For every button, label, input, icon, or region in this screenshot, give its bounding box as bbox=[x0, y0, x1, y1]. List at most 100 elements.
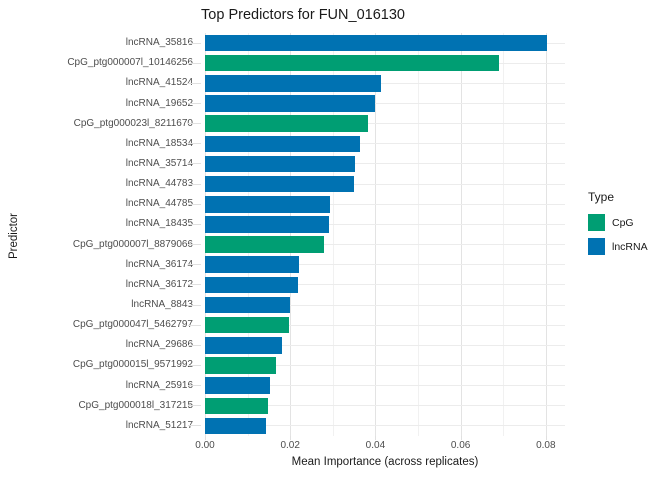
y-tick bbox=[188, 82, 201, 84]
gridline-horizontal bbox=[205, 223, 565, 225]
gridline-horizontal bbox=[205, 183, 565, 185]
bar bbox=[205, 216, 329, 233]
y-tick bbox=[188, 284, 201, 286]
x-tick bbox=[460, 436, 462, 440]
y-tick-label: lncRNA_18534 bbox=[125, 137, 193, 149]
legend-item: lncRNA bbox=[588, 238, 672, 255]
y-tick-label: lncRNA_41524 bbox=[125, 77, 193, 89]
y-tick bbox=[188, 163, 201, 165]
bar bbox=[205, 296, 290, 314]
y-tick bbox=[188, 62, 201, 64]
bar bbox=[205, 75, 381, 92]
y-tick-label: lncRNA_8843 bbox=[131, 299, 193, 311]
x-tick bbox=[375, 436, 377, 440]
y-tick-label: CpG_ptg000015l_9571992 bbox=[72, 359, 193, 371]
x-axis-labels: 0.00 0.02 0.04 0.06 0.08 bbox=[195, 440, 565, 453]
legend-label: CpG bbox=[612, 216, 634, 229]
gridline-major bbox=[545, 33, 547, 436]
x-tick-label: 0.08 bbox=[536, 440, 556, 451]
legend-swatch bbox=[588, 238, 605, 255]
y-tick bbox=[188, 385, 201, 387]
gridline-horizontal bbox=[205, 103, 565, 105]
y-tick-label: CpG_ptg000018l_317215 bbox=[78, 399, 193, 411]
y-tick-label: CpG_ptg000047l_5462797 bbox=[72, 319, 193, 331]
gridline-horizontal bbox=[205, 304, 565, 306]
legend-item: CpG bbox=[588, 214, 672, 231]
y-tick bbox=[188, 344, 201, 346]
gridline-minor bbox=[332, 33, 334, 436]
gridline-horizontal bbox=[205, 244, 565, 246]
y-tick-label: lncRNA_44783 bbox=[125, 178, 193, 190]
y-tick bbox=[188, 183, 201, 185]
x-tick-label: 0.00 bbox=[195, 440, 215, 451]
y-tick-label: CpG_ptg000007l_10146256 bbox=[67, 57, 193, 69]
gridline-horizontal bbox=[205, 82, 565, 84]
chart-title: Top Predictors for FUN_016130 bbox=[201, 7, 405, 23]
legend: Type CpG lncRNA bbox=[588, 190, 672, 262]
gridline-horizontal bbox=[205, 284, 565, 286]
y-tick-label: lncRNA_29686 bbox=[125, 339, 193, 351]
bar bbox=[205, 155, 355, 173]
y-tick-label: lncRNA_35714 bbox=[125, 157, 193, 169]
bar bbox=[205, 256, 299, 273]
gridline-major bbox=[375, 33, 377, 436]
y-tick-label: lncRNA_44785 bbox=[125, 198, 193, 210]
bar bbox=[205, 377, 270, 394]
gridline-major bbox=[290, 33, 292, 436]
bar bbox=[205, 115, 368, 132]
y-tick bbox=[188, 425, 201, 427]
y-tick-label: lncRNA_35816 bbox=[125, 37, 193, 49]
y-tick bbox=[188, 103, 201, 105]
x-tick bbox=[545, 436, 547, 440]
y-tick bbox=[188, 223, 201, 225]
gridline-horizontal bbox=[205, 344, 565, 346]
gridline-minor bbox=[418, 33, 420, 436]
gridline-horizontal bbox=[205, 264, 565, 266]
x-tick-label: 0.06 bbox=[450, 440, 471, 451]
y-tick bbox=[188, 203, 201, 205]
legend-swatch bbox=[588, 214, 605, 231]
y-tick-label: lncRNA_51217 bbox=[125, 419, 193, 431]
y-tick-label: CpG_ptg000023l_8211670 bbox=[73, 117, 193, 129]
gridline-horizontal bbox=[205, 123, 565, 125]
y-tick bbox=[188, 324, 201, 326]
bar bbox=[205, 34, 548, 52]
gridline-horizontal bbox=[205, 163, 565, 165]
y-tick bbox=[188, 143, 201, 145]
bar bbox=[205, 135, 361, 153]
y-tick-label: lncRNA_18435 bbox=[125, 218, 193, 230]
y-tick bbox=[188, 405, 201, 407]
y-tick bbox=[188, 264, 201, 266]
bar bbox=[205, 175, 355, 193]
gridline-major bbox=[460, 33, 462, 436]
gridline-minor bbox=[247, 33, 249, 436]
gridline-horizontal bbox=[205, 143, 565, 145]
gridline-major bbox=[205, 33, 206, 436]
bar bbox=[205, 54, 499, 72]
x-tick-label: 0.04 bbox=[365, 440, 386, 451]
x-tick-label: 0.02 bbox=[280, 440, 300, 451]
gridline-horizontal bbox=[205, 405, 565, 407]
y-tick-label: lncRNA_36172 bbox=[125, 278, 193, 290]
x-axis-title: Mean Importance (across replicates) bbox=[291, 456, 479, 468]
bar bbox=[205, 236, 324, 253]
y-tick-label: lncRNA_25916 bbox=[125, 379, 193, 391]
plot-panel bbox=[205, 33, 565, 436]
legend-items: CpG lncRNA bbox=[588, 214, 672, 255]
gridline-minor bbox=[503, 33, 505, 436]
x-tick bbox=[290, 436, 292, 440]
y-tick bbox=[188, 123, 201, 125]
gridline-horizontal bbox=[205, 203, 565, 205]
y-tick bbox=[188, 244, 201, 246]
y-tick-label: lncRNA_19652 bbox=[125, 97, 193, 109]
bar bbox=[205, 196, 330, 213]
bar bbox=[205, 357, 277, 374]
x-tick bbox=[205, 436, 206, 440]
legend-title: Type bbox=[588, 190, 615, 204]
bar bbox=[205, 397, 269, 415]
y-tick bbox=[188, 304, 201, 306]
y-tick bbox=[188, 42, 201, 44]
bar bbox=[205, 95, 375, 112]
y-axis-labels: lncRNA_35816 CpG_ptg000007l_10146256 lncRN… bbox=[0, 33, 193, 436]
